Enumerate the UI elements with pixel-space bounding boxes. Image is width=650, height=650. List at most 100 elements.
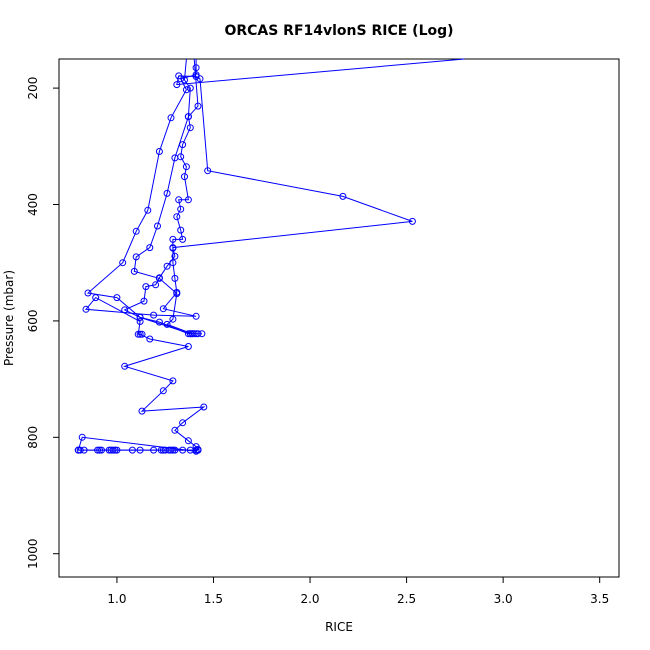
data-point — [169, 259, 177, 267]
data-point — [186, 124, 194, 132]
data-point — [138, 330, 146, 338]
data-point — [194, 102, 202, 110]
data-point — [163, 262, 171, 270]
data-point — [184, 343, 192, 350]
y-axis: 200 400 600 800 1000 — [26, 77, 59, 569]
data-point — [119, 259, 127, 267]
data-point — [169, 446, 177, 454]
data-point — [171, 252, 179, 260]
x-tick-label: 3.5 — [590, 592, 609, 606]
y-tick-label: 400 — [26, 193, 40, 216]
data-point — [192, 64, 200, 72]
data-point — [98, 446, 105, 454]
data-point — [173, 288, 181, 296]
data-point — [171, 154, 179, 162]
data-point — [155, 274, 163, 282]
data-point — [150, 446, 158, 454]
data-point — [171, 446, 179, 454]
data-point — [128, 446, 136, 454]
data-point — [134, 330, 142, 338]
data-point — [154, 222, 161, 230]
y-tick-label: 600 — [26, 309, 40, 332]
data-point — [171, 426, 179, 434]
data-point — [184, 113, 192, 121]
data-point — [204, 167, 212, 175]
y-tick-label: 800 — [26, 426, 40, 449]
data-point — [167, 446, 175, 454]
y-tick-label: 1000 — [26, 538, 40, 569]
data-point — [184, 437, 192, 445]
data-point — [140, 297, 148, 305]
data-point — [179, 419, 187, 427]
x-tick-label: 1.5 — [204, 592, 223, 606]
data-point — [167, 114, 175, 122]
data-point — [144, 206, 152, 214]
data-point — [173, 213, 181, 221]
data-point — [150, 311, 158, 319]
data-point — [175, 72, 183, 80]
data-point — [169, 377, 177, 385]
data-point — [175, 196, 183, 204]
series-group — [121, 58, 206, 338]
data-point — [111, 446, 119, 454]
data-point — [157, 446, 165, 454]
data-point — [109, 446, 117, 454]
data-point — [138, 407, 146, 415]
data-point — [121, 362, 129, 370]
data-point — [146, 244, 154, 252]
data-point — [80, 446, 88, 454]
data-point — [179, 235, 187, 243]
data-point — [96, 446, 104, 454]
data-point — [163, 189, 171, 197]
data-point — [92, 294, 100, 302]
data-point — [182, 86, 190, 94]
data-point — [171, 274, 179, 282]
data-point — [132, 253, 140, 261]
data-point — [159, 305, 167, 313]
data-point — [169, 315, 177, 323]
data-point — [173, 81, 181, 89]
data-point — [196, 75, 204, 83]
data-point — [130, 267, 138, 275]
data-point — [136, 318, 144, 325]
y-tick-label: 200 — [26, 77, 40, 100]
data-point — [192, 73, 200, 80]
series-line — [77, 58, 465, 452]
data-point — [76, 446, 84, 454]
data-point — [177, 205, 185, 213]
data-point — [155, 318, 163, 326]
data-point — [169, 244, 177, 252]
data-point — [339, 192, 347, 200]
data-point — [136, 446, 144, 454]
data-point — [177, 226, 185, 234]
data-point — [82, 305, 90, 313]
chart-title: ORCAS RF14vlonS RICE (Log) — [224, 23, 453, 39]
data-point — [184, 196, 192, 204]
data-point — [179, 446, 187, 454]
data-point — [146, 335, 154, 343]
data-point — [186, 84, 194, 92]
x-axis-label: RICE — [325, 620, 353, 634]
x-tick-label: 1.0 — [107, 592, 126, 606]
y-axis-label: Pressure (mbar) — [2, 270, 16, 366]
data-point — [78, 433, 86, 441]
series-group — [84, 59, 200, 338]
data-point — [408, 217, 416, 225]
data-point — [169, 235, 177, 243]
data-point — [188, 330, 196, 338]
data-point — [94, 446, 102, 454]
data-point — [192, 446, 200, 454]
series-group — [74, 446, 202, 454]
data-point — [152, 281, 160, 289]
x-tick-label: 3.0 — [494, 592, 513, 606]
data-point — [192, 312, 200, 320]
series-line — [123, 58, 202, 335]
data-point — [194, 446, 202, 454]
x-tick-label: 2.0 — [300, 592, 319, 606]
x-tick-label: 2.5 — [397, 592, 416, 606]
series-layer — [74, 58, 465, 455]
data-point — [159, 387, 167, 395]
data-point — [200, 403, 208, 411]
plot-frame — [58, 58, 620, 578]
